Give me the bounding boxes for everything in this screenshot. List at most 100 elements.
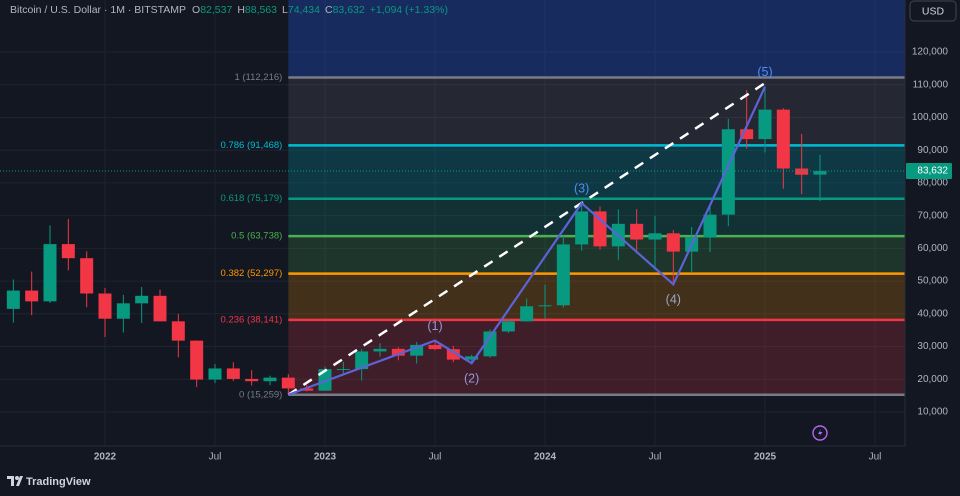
y-tick-label: 10,000 bbox=[917, 407, 948, 418]
candle-body bbox=[703, 214, 717, 238]
candle-body bbox=[391, 348, 405, 356]
candle-body bbox=[446, 349, 460, 360]
y-tick-label: 110,000 bbox=[913, 79, 949, 90]
y-tick-label: 120,000 bbox=[912, 47, 949, 58]
wave-label: (3) bbox=[574, 182, 589, 196]
y-tick-label: 20,000 bbox=[917, 374, 948, 385]
candle-body bbox=[300, 388, 314, 391]
fib-label: 0.382 (52,297) bbox=[221, 268, 283, 279]
x-tick-label: 2022 bbox=[94, 452, 117, 463]
trendline bbox=[287, 82, 766, 396]
x-tick-label: 2023 bbox=[314, 452, 337, 463]
candle-body bbox=[318, 369, 332, 391]
ohlc-value: 82,537 bbox=[200, 4, 232, 16]
x-tick-label: Jul bbox=[209, 452, 222, 463]
candle-body bbox=[776, 109, 790, 169]
candle-body bbox=[25, 290, 39, 302]
fib-zone bbox=[288, 77, 905, 146]
logo bbox=[7, 476, 23, 486]
y-tick-label: 100,000 bbox=[912, 112, 949, 123]
candle-body bbox=[208, 368, 222, 380]
wave-label: (2) bbox=[464, 372, 479, 386]
axes: 10,000 20,000 30,000 40,000 50,000 60,000 70,0… bbox=[94, 47, 952, 463]
footer-bar bbox=[0, 468, 960, 496]
candle-body bbox=[630, 223, 644, 240]
candle-body bbox=[538, 305, 552, 307]
ohlc-key: C bbox=[325, 4, 333, 16]
header: Bitcoin / U.S. Dollar · 1M · BITSTAMP O82… bbox=[10, 4, 448, 16]
y-tick-label: 90,000 bbox=[917, 145, 948, 156]
candle-body bbox=[80, 258, 94, 294]
fib-label: 0.786 (91,468) bbox=[221, 140, 283, 151]
candle-body bbox=[721, 129, 735, 215]
candle-body bbox=[373, 348, 387, 352]
fib-label: 1 (112,216) bbox=[234, 72, 282, 83]
candle-body bbox=[153, 295, 167, 322]
fib-label: 0.618 (75,179) bbox=[221, 193, 283, 204]
candle-body bbox=[575, 211, 589, 245]
ohlc-key: O bbox=[192, 4, 200, 16]
last-price-label: 83,632 bbox=[917, 166, 948, 177]
candle-body bbox=[116, 303, 130, 319]
candle-body bbox=[758, 109, 772, 140]
candle-body bbox=[171, 321, 185, 341]
candle-body bbox=[465, 356, 479, 360]
replay-icon[interactable] bbox=[812, 425, 828, 441]
wave-label: (1) bbox=[427, 319, 442, 333]
candle-body bbox=[6, 290, 20, 309]
candle-body bbox=[135, 295, 149, 304]
candle-body bbox=[263, 377, 277, 382]
y-tick-label: 70,000 bbox=[917, 210, 948, 221]
fib-label: 0.236 (38,141) bbox=[221, 314, 283, 325]
y-tick-label: 40,000 bbox=[917, 308, 948, 319]
candle-body bbox=[501, 321, 515, 332]
symbol: Bitcoin / U.S. Dollar · 1M · BITSTAMP bbox=[10, 4, 186, 16]
ohlc-key: H bbox=[237, 4, 245, 16]
x-tick-label: 2024 bbox=[534, 452, 557, 463]
brand[interactable]: TradingView bbox=[26, 476, 91, 488]
last-price-tag bbox=[906, 163, 952, 180]
plot-area: 1 (112,216) 0.786 (91,468) 0.618 (75,179) 0… bbox=[0, 0, 905, 446]
wave-label: (4) bbox=[666, 293, 681, 307]
ohlc-value: 83,632 bbox=[333, 4, 365, 16]
ohlc-value: 88,563 bbox=[245, 4, 277, 16]
candle-body bbox=[190, 340, 204, 380]
x-tick-label: Jul bbox=[869, 452, 882, 463]
candle-body bbox=[795, 168, 809, 175]
fib-zone bbox=[288, 319, 905, 395]
wave-label: (5) bbox=[757, 65, 772, 79]
x-tick-label: 2025 bbox=[754, 452, 777, 463]
candle-body bbox=[98, 293, 112, 319]
ohlc-value: 74,434 bbox=[288, 4, 320, 16]
candle-body bbox=[593, 211, 607, 247]
change: +1,094 (+1.33%) bbox=[370, 4, 448, 16]
y-tick-label: 30,000 bbox=[917, 341, 948, 352]
fib-extension-zone bbox=[288, 0, 905, 78]
candle-body bbox=[428, 344, 442, 350]
fib-label: 0.5 (63,738) bbox=[231, 231, 282, 242]
candle-body bbox=[281, 377, 295, 389]
x-tick-label: Jul bbox=[649, 452, 662, 463]
y-tick-label: 50,000 bbox=[917, 276, 948, 287]
y-tick-label: 80,000 bbox=[917, 178, 948, 189]
candle-body bbox=[648, 233, 662, 240]
candle-body bbox=[556, 244, 570, 306]
fib-zone bbox=[288, 273, 905, 320]
fib-label: 0 (15,259) bbox=[239, 389, 282, 400]
candle-body bbox=[226, 368, 240, 379]
candle-body bbox=[410, 344, 424, 356]
candle-body bbox=[520, 306, 534, 322]
currency-button[interactable] bbox=[909, 0, 957, 22]
fib-zone bbox=[288, 145, 905, 199]
candle-body bbox=[483, 331, 497, 357]
x-tick-label: Jul bbox=[429, 452, 442, 463]
candle-body bbox=[666, 233, 680, 252]
candle-body bbox=[740, 129, 754, 140]
y-tick-label: 60,000 bbox=[917, 243, 948, 254]
candle-body bbox=[813, 171, 827, 175]
elliott-wave bbox=[287, 86, 766, 396]
candle-body bbox=[43, 244, 57, 302]
currency-label[interactable]: USD bbox=[922, 5, 945, 17]
